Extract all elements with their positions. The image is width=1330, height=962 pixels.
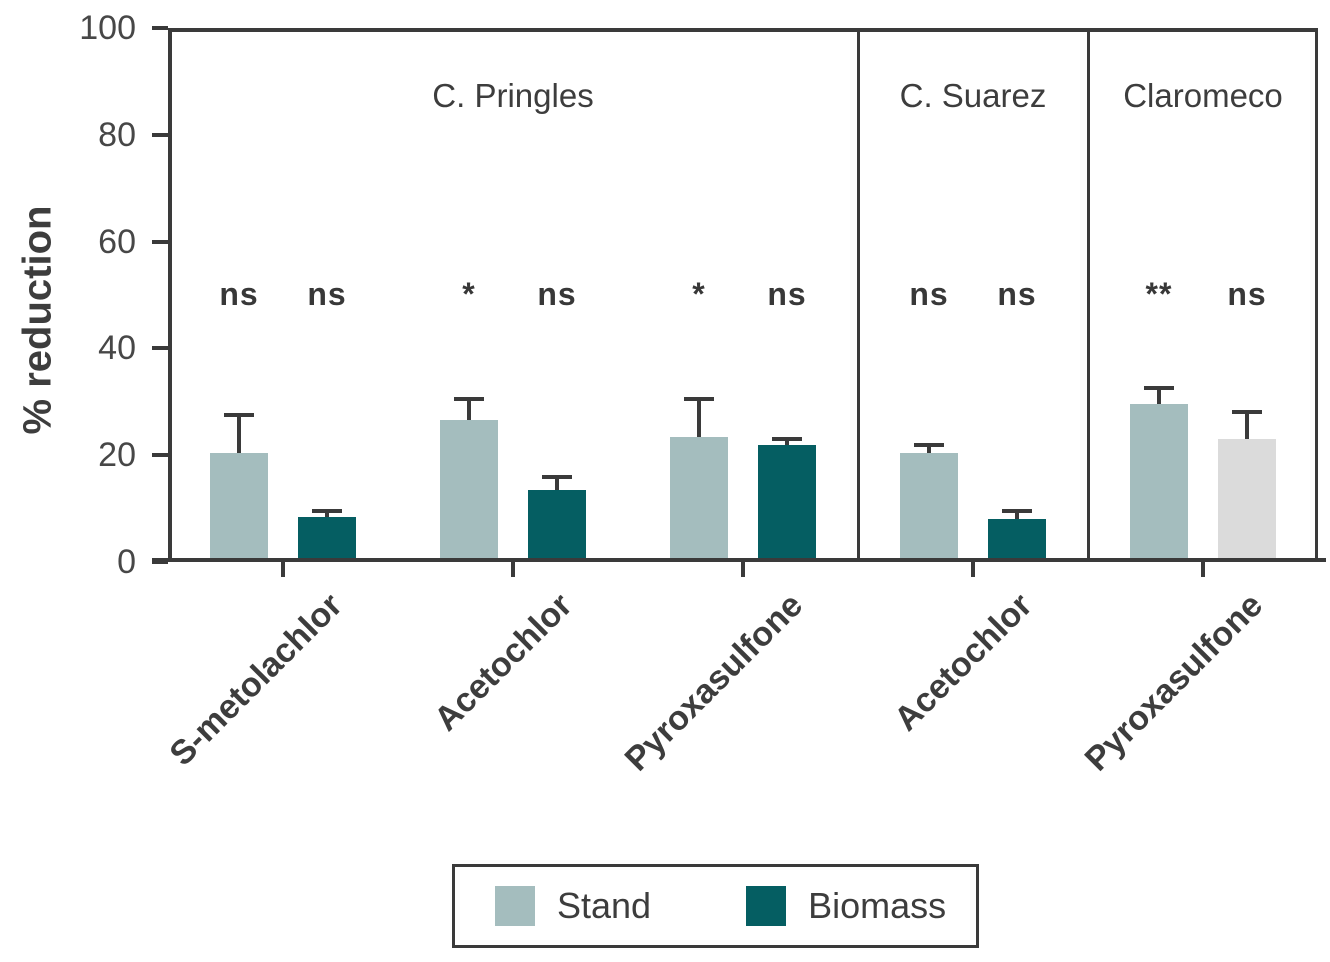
- significance-label: *: [692, 276, 706, 312]
- x-tick-label: S-metolachlor: [162, 586, 350, 774]
- error-bar-line: [1015, 511, 1019, 520]
- x-tick-label: Pyroxasulfone: [617, 586, 810, 779]
- error-bar-cap: [224, 413, 254, 418]
- bar-stand: [900, 452, 958, 562]
- legend-swatch-biomass: [746, 886, 787, 926]
- y-tick-label: 100: [79, 9, 136, 47]
- error-bar-cap: [684, 397, 714, 402]
- panel-divider: [856, 28, 860, 562]
- error-bar-cap: [312, 509, 342, 514]
- y-axis-tick: [152, 346, 168, 351]
- x-axis-tick: [741, 562, 745, 577]
- panel-label: C. Suarez: [899, 77, 1047, 114]
- y-tick-label: 0: [117, 543, 136, 581]
- legend-swatch-stand: [495, 886, 535, 926]
- error-bar-line: [325, 511, 329, 517]
- plot-right-border: [1315, 28, 1318, 562]
- x-tick-label: Pyroxasulfone: [1077, 586, 1270, 779]
- y-tick-label: 20: [98, 436, 136, 475]
- bar-biomass: [1218, 439, 1276, 562]
- error-bar-cap: [1002, 509, 1032, 514]
- legend-label: Biomass: [808, 885, 947, 926]
- y-axis-tick: [152, 26, 168, 30]
- bar-stand: [210, 452, 268, 562]
- x-axis-tick: [511, 562, 515, 577]
- y-tick-label: 60: [98, 222, 136, 261]
- error-bar-line: [237, 415, 241, 453]
- x-tick-label: Acetochlor: [887, 586, 1040, 739]
- error-bar-cap: [772, 437, 802, 442]
- significance-label: **: [1145, 276, 1173, 312]
- error-bar-cap: [1144, 386, 1174, 391]
- y-axis-tick: [152, 132, 168, 137]
- significance-label: ns: [537, 276, 577, 312]
- bar-stand: [440, 420, 498, 562]
- panel-label: C. Pringles: [432, 77, 594, 114]
- error-bar-line: [1157, 388, 1161, 405]
- error-bar-cap: [914, 442, 944, 447]
- bar-biomass: [988, 519, 1046, 562]
- error-bar-line: [785, 439, 789, 445]
- bar-stand: [670, 436, 728, 562]
- error-bar-line: [467, 399, 471, 421]
- significance-label: ns: [909, 276, 949, 312]
- y-tick-label: 80: [98, 115, 136, 154]
- y-tick-label: 40: [98, 329, 136, 368]
- bar-stand: [1130, 404, 1188, 562]
- error-bar-line: [927, 444, 931, 453]
- plot-area: 0 20 40 60 80 100 C. Pringles S-metolachlor ns ns…: [79, 9, 1326, 779]
- legend-label: Stand: [557, 885, 652, 926]
- error-bar-cap: [1232, 410, 1262, 415]
- bar-biomass: [528, 489, 586, 562]
- legend-item: Stand: [495, 885, 651, 927]
- error-bar-line: [1245, 412, 1249, 440]
- legend-item: Biomass: [746, 885, 946, 927]
- error-bar-cap: [542, 474, 572, 479]
- x-axis-tick: [1201, 562, 1205, 577]
- y-axis-line: [168, 28, 172, 562]
- x-axis-line: [152, 558, 1326, 562]
- error-bar-line: [555, 476, 559, 490]
- plot-top-border: [168, 28, 1318, 32]
- significance-label: ns: [307, 276, 347, 312]
- panel-divider: [1086, 28, 1090, 562]
- significance-label: ns: [767, 276, 807, 312]
- x-axis-tick: [281, 562, 285, 577]
- error-bar-line: [697, 399, 701, 437]
- significance-label: *: [462, 276, 476, 312]
- legend: Stand Biomass: [452, 864, 979, 948]
- error-bar-cap: [454, 397, 484, 402]
- significance-label: ns: [1227, 276, 1267, 312]
- panel-label: Claromeco: [1123, 77, 1283, 114]
- significance-label: ns: [997, 276, 1037, 312]
- y-axis-tick: [152, 239, 168, 244]
- x-axis-tick: [971, 562, 975, 577]
- bar-biomass: [758, 444, 816, 562]
- bar-biomass: [298, 516, 356, 562]
- y-axis-tick: [152, 453, 168, 458]
- significance-label: ns: [219, 276, 259, 312]
- y-axis-tick: [152, 560, 168, 564]
- x-tick-label: Acetochlor: [427, 586, 580, 739]
